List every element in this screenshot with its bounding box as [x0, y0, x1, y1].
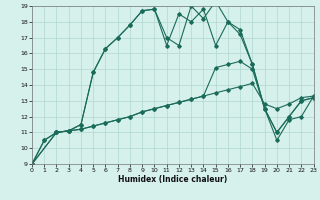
X-axis label: Humidex (Indice chaleur): Humidex (Indice chaleur) — [118, 175, 228, 184]
